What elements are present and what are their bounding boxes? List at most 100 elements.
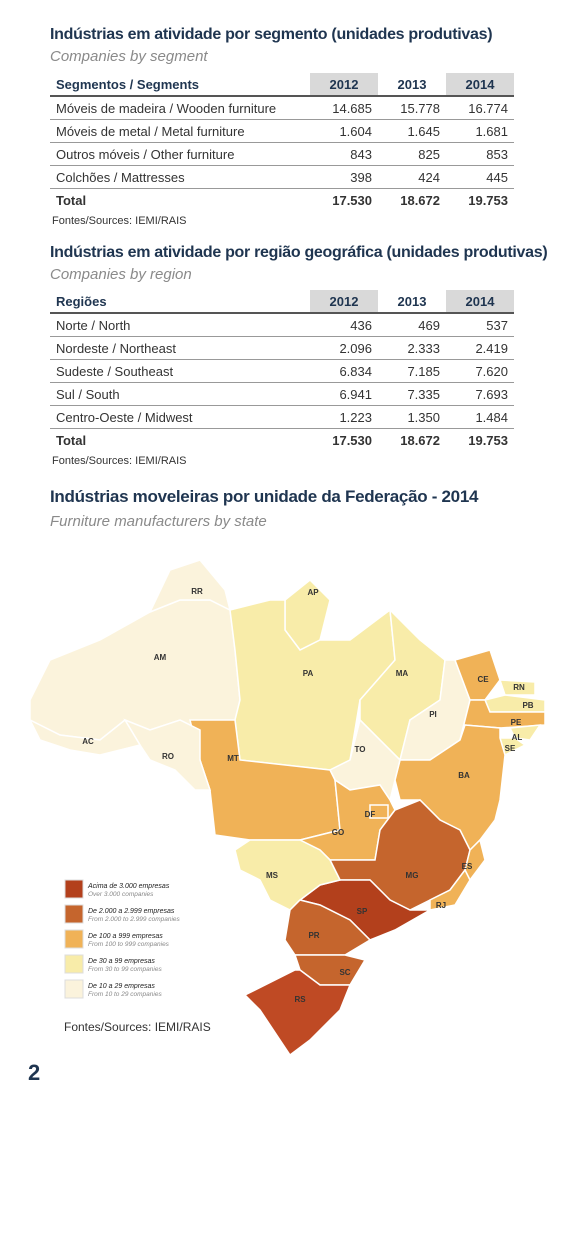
state-label: MG xyxy=(406,871,419,880)
title: Indústrias em atividade por segmento (un… xyxy=(50,26,493,43)
state-label: DF xyxy=(365,810,376,819)
state-label: SP xyxy=(357,907,368,916)
table-cell: 424 xyxy=(378,165,446,189)
table-cell: 19.753 xyxy=(446,188,514,211)
title: Indústrias moveleiras por unidade da Fed… xyxy=(50,487,479,506)
state xyxy=(234,839,342,911)
table-cell: 398 xyxy=(310,165,378,189)
table-row: Centro-Oeste / Midwest 1.223 1.350 1.484 xyxy=(50,405,514,429)
table-cell: Centro-Oeste / Midwest xyxy=(50,405,310,429)
table-cell: 17.530 xyxy=(310,188,378,211)
table-cell: 2014 xyxy=(446,290,514,314)
table-row: Colchões / Mattresses 398 424 445 xyxy=(50,165,514,189)
legend-title: De 2.000 a 2.999 empresas xyxy=(88,908,175,915)
state-label: SC xyxy=(339,968,350,977)
state xyxy=(28,718,142,756)
state-label: RO xyxy=(162,752,174,761)
state-label: RS xyxy=(294,995,306,1004)
table-cell: 537 xyxy=(446,313,514,337)
table-cell: 1.645 xyxy=(378,119,446,143)
table-row: Móveis de metal / Metal furniture 1.604 1.… xyxy=(50,119,514,143)
table-cell: Colchões / Mattresses xyxy=(50,165,310,189)
table-cell: 14.685 xyxy=(310,96,378,120)
table-cell: 7.693 xyxy=(446,382,514,406)
state-label: CE xyxy=(477,675,489,684)
state-label: GO xyxy=(332,828,344,837)
table-cell: Móveis de metal / Metal furniture xyxy=(50,119,310,143)
state-label: TO xyxy=(355,745,366,754)
table-cell: Norte / North xyxy=(50,313,310,337)
legend-title: De 30 a 99 empresas xyxy=(88,958,155,965)
state-label: RR xyxy=(191,587,203,596)
subtitle: Furniture manufacturers by state xyxy=(50,513,267,530)
state-label: MS xyxy=(266,871,279,880)
title: Indústrias em atividade por região geogr… xyxy=(50,244,548,261)
table-cell: 7.335 xyxy=(378,382,446,406)
state xyxy=(454,649,501,701)
subtitle: Companies by region xyxy=(50,266,192,283)
state xyxy=(284,899,372,956)
source: Fontes/Sources: IEMI/RAIS xyxy=(52,215,187,227)
legend-swatch xyxy=(64,979,84,999)
state xyxy=(498,679,536,696)
state xyxy=(483,694,546,713)
source: Fontes/Sources: IEMI/RAIS xyxy=(64,1020,211,1034)
state-label: SE xyxy=(505,744,516,753)
state-label: RJ xyxy=(436,901,446,910)
state-label: ES xyxy=(462,862,473,871)
state xyxy=(464,838,486,882)
table-cell: Móveis de madeira / Wooden furniture xyxy=(50,96,310,120)
table-cell: 19.753 xyxy=(446,428,514,451)
legend-subtitle: From 2.000 to 2.999 companies xyxy=(88,916,181,923)
table-cell: Sul / South xyxy=(50,382,310,406)
table-row: Total 17.530 18.672 19.753 xyxy=(50,188,514,211)
table-cell: 436 xyxy=(310,313,378,337)
state xyxy=(243,969,352,1057)
table-cell: Regiões xyxy=(50,290,310,314)
state-label: PE xyxy=(511,718,522,727)
state xyxy=(123,718,212,791)
legend-subtitle: From 30 to 99 companies xyxy=(88,966,162,973)
table-row: Regiões 2012 2013 2014 xyxy=(50,290,514,314)
table-cell: 825 xyxy=(378,142,446,166)
state-label: AC xyxy=(82,737,94,746)
table-row: Total 17.530 18.672 19.753 xyxy=(50,428,514,451)
table-row: Segmentos / Segments 2012 2013 2014 xyxy=(50,73,514,97)
table-cell: 7.620 xyxy=(446,359,514,383)
table-cell: 2013 xyxy=(378,290,446,314)
table-cell: Outros móveis / Other furniture xyxy=(50,142,310,166)
table-row: Sul / South 6.941 7.335 7.693 xyxy=(50,382,514,406)
state-label: PI xyxy=(429,710,437,719)
table-cell: 445 xyxy=(446,165,514,189)
table-cell: 18.672 xyxy=(378,428,446,451)
table-cell: Sudeste / Southeast xyxy=(50,359,310,383)
region-table: Regiões 2012 2013 2014 Norte / North 436 469 53… xyxy=(50,290,514,451)
table-cell: 2012 xyxy=(310,290,378,314)
table-cell: Total xyxy=(50,188,310,211)
table-row: Norte / North 436 469 537 xyxy=(50,313,514,337)
page-number: 2 xyxy=(28,1060,41,1085)
state-label: AP xyxy=(307,588,319,597)
table-cell: 6.941 xyxy=(310,382,378,406)
state xyxy=(508,724,542,741)
state xyxy=(369,804,389,819)
state-label: AL xyxy=(512,733,523,742)
segment-table: Segmentos / Segments 2012 2013 2014 Móveis d… xyxy=(50,73,514,211)
legend-swatch xyxy=(64,879,84,899)
table-cell: 15.778 xyxy=(378,96,446,120)
legend-swatch xyxy=(64,929,84,949)
state-label: PB xyxy=(522,701,533,710)
table-cell: 2013 xyxy=(378,73,446,97)
table-cell: 1.681 xyxy=(446,119,514,143)
table-cell: 1.604 xyxy=(310,119,378,143)
subtitle: Companies by segment xyxy=(50,48,208,65)
table-cell: Segmentos / Segments xyxy=(50,73,310,97)
state-label: AM xyxy=(154,653,167,662)
legend-title: Acima de 3.000 empresas xyxy=(87,883,170,890)
state-label: MA xyxy=(396,669,409,678)
legend-swatch xyxy=(64,904,84,924)
table-row: Nordeste / Northeast 2.096 2.333 2.419 xyxy=(50,336,514,360)
state xyxy=(29,599,241,741)
